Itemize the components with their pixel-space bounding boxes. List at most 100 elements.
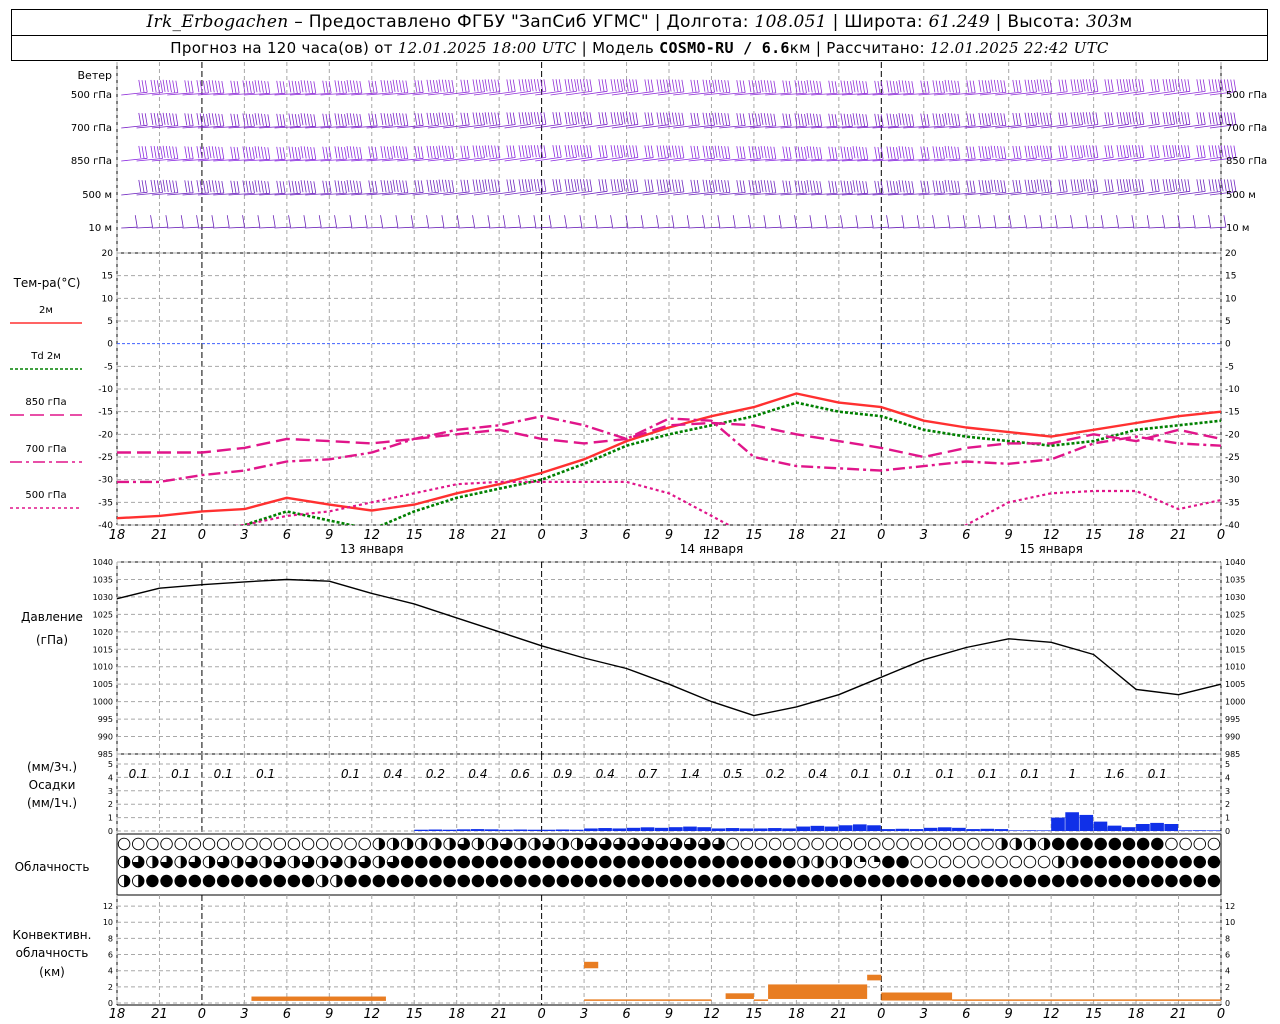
cloud-circle [273, 874, 287, 888]
cloud-circle [344, 837, 357, 851]
wind-barb-feather [763, 180, 767, 193]
cloud-cover-icon [981, 837, 994, 851]
wind-barb-feather [390, 146, 393, 159]
wind-barb-feather [889, 80, 893, 93]
wind-barb-feather [586, 79, 590, 92]
wind-barb [1133, 215, 1150, 229]
wind-barb-feather [1233, 112, 1237, 125]
wind-barb-feather [353, 80, 356, 93]
cloud-cover-icon [131, 874, 145, 888]
wind-barb-shaft [121, 157, 148, 162]
wind-barb-feather [156, 146, 160, 159]
wind-barb-feather [966, 180, 970, 193]
cloud-circle [131, 837, 145, 851]
wind-barb-feather [215, 113, 218, 126]
wind-barb-feather [402, 180, 406, 193]
wind-barb-feather [850, 114, 853, 127]
cloud-cover-icon [301, 874, 315, 888]
wind-barb-shaft [1102, 226, 1119, 229]
wind-barb-feather [666, 79, 669, 92]
wind-barb-feather [1138, 112, 1142, 125]
wind-barb-feather [1135, 79, 1138, 92]
wind-barb-shaft [320, 158, 347, 162]
wind-barb-shaft [167, 92, 194, 96]
wind-barb-feather [997, 112, 1000, 126]
cloud-cover-icon [471, 855, 485, 869]
wind-barb-feather [877, 146, 881, 160]
wind-barb [1194, 79, 1221, 96]
wind-barb-feather [629, 145, 632, 158]
wind-barb-feather [1220, 112, 1224, 125]
wind-barb-feather [1034, 179, 1037, 193]
wind-barb [1071, 79, 1099, 96]
wind-barb-feather [429, 145, 433, 159]
cloud-circle [754, 874, 768, 888]
wind-barb-feather [221, 114, 225, 127]
forecast-prefix: Прогноз на 120 часа(ов) от [170, 39, 398, 57]
wind-barb-feather [497, 112, 501, 125]
wind-barb-feather [257, 180, 261, 193]
precip-3h-label: 0.1 [851, 767, 870, 781]
wind-barb-feather [758, 80, 761, 93]
wind-barb-feather [1064, 179, 1068, 192]
wind-barb-feather [491, 179, 494, 192]
cloud-fill [500, 838, 513, 850]
wind-barb-shaft [780, 125, 807, 129]
wind-barb-feather [272, 215, 276, 228]
wind-barb [182, 113, 209, 129]
wind-barb-feather [944, 179, 948, 193]
wind-barb [811, 180, 838, 196]
wind-barb-feather [196, 80, 200, 93]
wind-barb [719, 80, 746, 96]
wind-barb [197, 179, 225, 196]
wind-barb-feather [1080, 179, 1083, 192]
pressure-tick-right: 1020 [1225, 628, 1245, 637]
wind-barb-shaft [182, 226, 199, 229]
wind-barb [151, 112, 179, 129]
wind-barb [228, 113, 255, 129]
wind-barb-feather [334, 146, 338, 159]
cloud-cover-icon [1108, 837, 1122, 851]
calc-label: | Рассчитано: [810, 39, 930, 57]
wind-barb-feather [325, 80, 329, 94]
wind-barb-feather [635, 79, 639, 92]
cloud-circle [938, 855, 952, 869]
wind-barb [979, 79, 1007, 96]
wind-barb-feather [717, 179, 721, 192]
time-axis-bottom-label: 15 [406, 1007, 423, 1022]
cloud-cover-icon [202, 874, 216, 888]
wind-barb-feather [978, 215, 981, 228]
wind-barb-feather [402, 113, 406, 126]
wind-barb-shaft [458, 157, 485, 162]
wind-barb-feather [754, 180, 758, 193]
wind-barb-feather [990, 112, 994, 125]
precip-bar [711, 828, 726, 831]
wind-barb-feather [533, 179, 537, 192]
wind-barb-feather [978, 79, 982, 93]
cloud-cover-icon [910, 837, 923, 851]
wind-barb [765, 180, 792, 196]
wind-barb [136, 215, 153, 229]
wind-barb-feather [261, 180, 264, 193]
wind-barb [197, 79, 225, 96]
cloud-fill [330, 856, 343, 868]
wind-barb-feather [1092, 179, 1096, 192]
cloud-circle [485, 874, 499, 888]
wind-barb-shaft [1133, 156, 1160, 162]
wind-barb-feather [160, 113, 163, 126]
cloud-circle [528, 874, 541, 888]
wind-barb-feather [981, 113, 985, 126]
cloud-cover-icon [174, 874, 187, 888]
wind-barb [933, 215, 951, 229]
wind-barb [197, 215, 215, 229]
wind-barb-feather [1064, 145, 1068, 158]
wind-barb [1041, 79, 1068, 96]
cloud-circle [1193, 874, 1207, 888]
wind-barb [903, 80, 930, 96]
wind-barb-shaft [1148, 156, 1175, 162]
cloud-cover-icon [499, 855, 513, 869]
wind-barb [673, 145, 700, 162]
wind-barb [872, 113, 899, 129]
cloud-cover-icon [174, 837, 187, 851]
time-axis-bottom-label: 9 [1005, 1007, 1013, 1022]
